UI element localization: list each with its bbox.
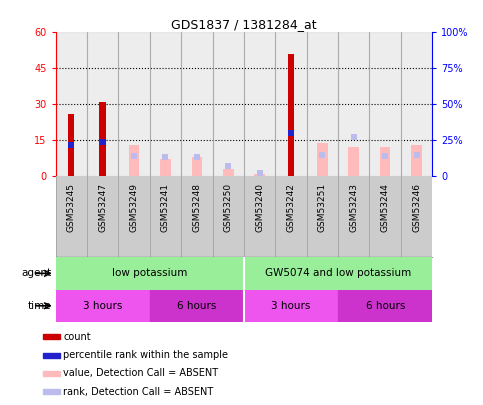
- Bar: [99, 102, 106, 176]
- Bar: [244, 32, 275, 176]
- Bar: [338, 32, 369, 176]
- Bar: [118, 176, 150, 257]
- Text: GSM53251: GSM53251: [318, 183, 327, 232]
- Bar: [338, 176, 369, 257]
- Bar: [244, 257, 432, 290]
- Text: GSM53240: GSM53240: [255, 183, 264, 232]
- Bar: [181, 32, 213, 176]
- Text: GSM53246: GSM53246: [412, 183, 421, 232]
- Text: percentile rank within the sample: percentile rank within the sample: [63, 350, 228, 360]
- Bar: [338, 290, 432, 322]
- Bar: [87, 32, 118, 176]
- Bar: [181, 176, 213, 257]
- Text: rank, Detection Call = ABSENT: rank, Detection Call = ABSENT: [63, 387, 213, 397]
- Bar: [349, 147, 359, 176]
- Text: GSM53241: GSM53241: [161, 183, 170, 232]
- Bar: [192, 157, 202, 176]
- Bar: [43, 371, 60, 376]
- Bar: [223, 169, 233, 176]
- Bar: [68, 114, 74, 176]
- Bar: [213, 32, 244, 176]
- Text: time: time: [28, 301, 52, 311]
- Bar: [56, 257, 244, 290]
- Text: GSM53242: GSM53242: [286, 183, 296, 232]
- Bar: [369, 176, 401, 257]
- Bar: [56, 290, 150, 322]
- Text: GSM53243: GSM53243: [349, 183, 358, 232]
- Text: agent: agent: [22, 269, 52, 278]
- Bar: [255, 174, 265, 176]
- Text: GSM53248: GSM53248: [192, 183, 201, 232]
- Bar: [307, 32, 338, 176]
- Text: 3 hours: 3 hours: [271, 301, 311, 311]
- Text: GSM53250: GSM53250: [224, 183, 233, 232]
- Bar: [43, 335, 60, 339]
- Bar: [401, 176, 432, 257]
- Bar: [43, 389, 60, 394]
- Bar: [369, 32, 401, 176]
- Bar: [244, 176, 275, 257]
- Bar: [150, 290, 244, 322]
- Bar: [213, 176, 244, 257]
- Bar: [56, 176, 87, 257]
- Text: count: count: [63, 332, 91, 342]
- Title: GDS1837 / 1381284_at: GDS1837 / 1381284_at: [171, 18, 317, 31]
- Bar: [56, 32, 87, 176]
- Text: GSM53244: GSM53244: [381, 183, 390, 232]
- Text: GW5074 and low potassium: GW5074 and low potassium: [265, 269, 411, 278]
- Text: GSM53247: GSM53247: [98, 183, 107, 232]
- Text: 6 hours: 6 hours: [366, 301, 405, 311]
- Bar: [87, 176, 118, 257]
- Bar: [317, 143, 327, 176]
- Bar: [275, 176, 307, 257]
- Text: GSM53245: GSM53245: [67, 183, 76, 232]
- Bar: [412, 145, 422, 176]
- Bar: [160, 160, 170, 176]
- Text: 6 hours: 6 hours: [177, 301, 216, 311]
- Text: 3 hours: 3 hours: [83, 301, 122, 311]
- Bar: [43, 353, 60, 358]
- Bar: [118, 32, 150, 176]
- Bar: [150, 32, 181, 176]
- Text: value, Detection Call = ABSENT: value, Detection Call = ABSENT: [63, 369, 218, 378]
- Bar: [275, 32, 307, 176]
- Bar: [150, 176, 181, 257]
- Bar: [380, 147, 390, 176]
- Bar: [288, 54, 294, 176]
- Bar: [401, 32, 432, 176]
- Text: low potassium: low potassium: [112, 269, 187, 278]
- Bar: [129, 145, 139, 176]
- Text: GSM53249: GSM53249: [129, 183, 139, 232]
- Bar: [307, 176, 338, 257]
- Bar: [244, 290, 338, 322]
